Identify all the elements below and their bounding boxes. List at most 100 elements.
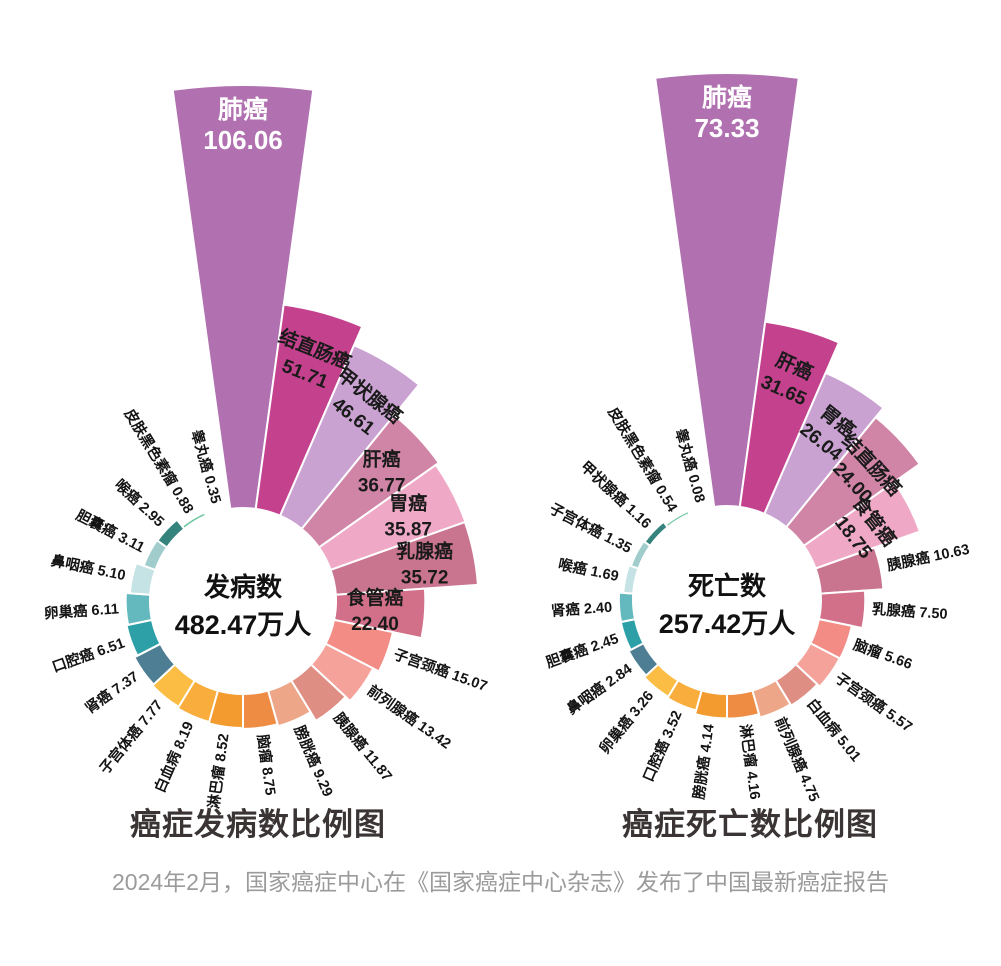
label-膀胱癌: 膀胱癌 4.14 — [690, 723, 718, 800]
label-乳腺癌: 乳腺癌 35.72 — [396, 539, 453, 588]
wedge-食管癌 — [333, 587, 427, 640]
center-value: 482.47万人 — [175, 610, 312, 640]
label-喉癌: 喉癌 2.95 — [111, 475, 168, 530]
wedge-鼻咽癌 — [627, 642, 660, 677]
wedge-肝癌 — [738, 320, 840, 515]
wedge-膀胱癌 — [267, 679, 312, 728]
wedge-食管癌 — [802, 480, 921, 570]
wedge-膀胱癌 — [694, 689, 728, 720]
wedge-前列腺癌 — [751, 679, 792, 719]
chart-title-incidence: 癌症发病数比例图 — [130, 807, 386, 842]
slice-value: 35.87 — [384, 519, 432, 540]
wedge-卵巢癌 — [124, 592, 153, 626]
wedge-卵巢癌 — [643, 663, 680, 698]
wedge-子宫颈癌 — [794, 642, 841, 688]
label-前列腺癌: 前列腺癌 13.42 — [364, 681, 455, 752]
label-卵巢癌: 卵巢癌 3.26 — [595, 687, 657, 757]
label-胆囊癌: 胆囊癌 2.45 — [543, 629, 620, 671]
wedge-胰腺癌 — [290, 663, 347, 722]
slice-name: 肺癌 — [218, 95, 268, 124]
wedge-皮肤黑色素瘤 — [664, 509, 691, 529]
label-膀胱癌: 膀胱癌 9.29 — [290, 723, 337, 800]
slice-value: 36.77 — [358, 476, 406, 497]
label-子宫颈癌: 子宫颈癌 5.57 — [832, 669, 916, 736]
label-口腔癌: 口腔癌 6.51 — [50, 634, 127, 676]
wedge-前列腺癌 — [310, 642, 375, 702]
wedge-子宫体癌 — [629, 540, 652, 570]
slice-value: 73.33 — [694, 113, 759, 143]
slice-value: 35.72 — [401, 567, 449, 588]
label-鼻咽癌: 鼻咽癌 2.84 — [563, 660, 635, 718]
wedge-喉癌 — [156, 518, 186, 549]
label-肾癌: 肾癌 2.40 — [550, 598, 612, 620]
wedge-口腔癌 — [666, 679, 703, 712]
center-label: 死亡数 — [688, 571, 767, 601]
wedge-甲状腺癌 — [279, 344, 420, 530]
wedge-胃癌 — [763, 371, 885, 529]
wedge-睾丸癌 — [688, 505, 716, 515]
slice-name: 食管癌 — [346, 586, 403, 609]
wedge-肺癌 — [654, 71, 800, 508]
wedge-胆囊癌 — [619, 618, 645, 651]
slice-name: 乳腺癌 — [396, 539, 453, 562]
wedge-乳腺癌 — [329, 521, 479, 596]
wedge-肺癌 — [171, 83, 315, 510]
center-value: 257.42万人 — [659, 609, 796, 639]
label-睾丸癌: 睾丸癌 0.35 — [188, 428, 226, 506]
label-白血病: 白血病 8.19 — [151, 719, 198, 796]
wedge-喉癌 — [622, 564, 640, 595]
label-子宫体癌: 子宫体癌 7.77 — [95, 696, 166, 777]
label-喉癌: 喉癌 1.69 — [557, 555, 621, 585]
label-胃癌: 胃癌 35.87 — [384, 491, 432, 540]
label-胆囊癌: 胆囊癌 3.11 — [73, 506, 148, 556]
wedge-结直肠癌 — [254, 303, 364, 517]
label-子宫颈癌: 子宫颈癌 15.07 — [391, 645, 490, 695]
wedge-白血病 — [774, 663, 819, 707]
label-脑瘤: 脑瘤 8.75 — [254, 733, 280, 796]
wedge-胰腺癌 — [814, 546, 885, 595]
slice-name: 肺癌 — [702, 83, 752, 112]
chart-title-deaths: 癌症死亡数比例图 — [622, 807, 878, 842]
label-口腔癌: 口腔癌 3.52 — [639, 708, 686, 785]
label-胰腺癌: 胰腺癌 10.63 — [885, 540, 971, 575]
label-乳腺癌: 乳腺癌 7.50 — [871, 600, 948, 623]
label-脑瘤: 脑瘤 5.66 — [851, 635, 915, 673]
wedge-肾癌 — [133, 642, 176, 686]
slice-name: 胃癌 — [389, 491, 427, 514]
label-白血病: 白血病 5.01 — [803, 695, 865, 765]
label-食管癌: 食管癌 22.40 — [346, 586, 403, 635]
label-肝癌: 肝癌 36.77 — [358, 448, 406, 497]
wedge-子宫颈癌 — [324, 618, 394, 673]
center-label: 发病数 — [203, 572, 283, 602]
label-鼻咽癌: 鼻咽癌 5.10 — [49, 551, 127, 584]
wedge-子宫体癌 — [151, 663, 196, 708]
wedge-甲状腺癌 — [643, 520, 669, 547]
slice-name: 肝癌 — [363, 448, 401, 471]
caption-text: 2024年2月，国家癌症中心在《国家癌症中心杂志》发布了中国最新癌症报告 — [112, 869, 889, 895]
label-前列腺癌: 前列腺癌 4.75 — [771, 714, 823, 804]
chart-0-wedges — [124, 83, 479, 730]
wedge-白血病 — [176, 679, 219, 723]
slice-value: 106.06 — [203, 125, 283, 155]
wedge-淋巴瘤 — [726, 689, 760, 720]
label-睾丸癌: 睾丸癌 0.08 — [672, 427, 710, 505]
wedge-肝癌 — [300, 414, 440, 549]
chart-1-wedges — [617, 71, 921, 720]
label-胰腺癌: 胰腺癌 11.87 — [330, 709, 396, 785]
wedge-乳腺癌 — [818, 589, 867, 630]
wedge-淋巴瘤 — [207, 689, 244, 730]
label-卵巢癌: 卵巢癌 6.11 — [43, 599, 119, 622]
label-肾癌: 肾癌 7.37 — [81, 667, 141, 717]
wedge-结直肠癌 — [785, 416, 921, 547]
label-淋巴瘤: 淋巴瘤 4.16 — [736, 723, 764, 800]
slice-value: 22.40 — [351, 614, 399, 635]
wedge-肾癌 — [617, 591, 636, 623]
wedge-睾丸癌 — [204, 506, 232, 517]
wedge-鼻咽癌 — [128, 562, 157, 596]
wedge-口腔癌 — [125, 618, 162, 657]
wedge-皮肤黑色素瘤 — [181, 511, 207, 530]
